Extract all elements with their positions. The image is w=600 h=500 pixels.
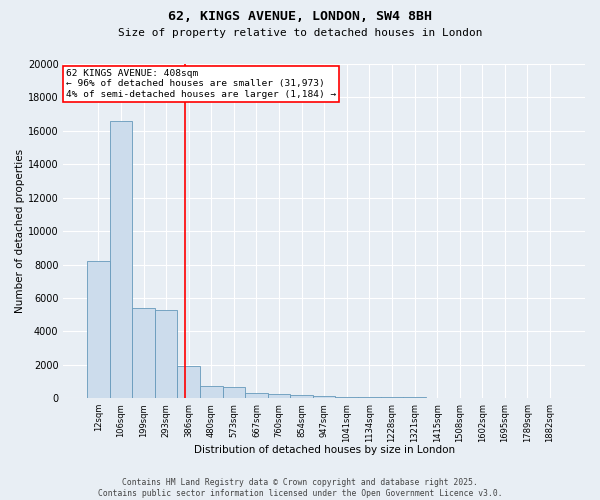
X-axis label: Distribution of detached houses by size in London: Distribution of detached houses by size … [194, 445, 455, 455]
Bar [155, 310, 178, 398]
Bar [268, 394, 290, 398]
Bar [200, 386, 223, 398]
Bar [178, 366, 200, 398]
Text: 62 KINGS AVENUE: 408sqm
← 96% of detached houses are smaller (31,973)
4% of semi: 62 KINGS AVENUE: 408sqm ← 96% of detache… [66, 69, 336, 99]
Bar [132, 308, 155, 398]
Bar [245, 393, 268, 398]
Text: 62, KINGS AVENUE, LONDON, SW4 8BH: 62, KINGS AVENUE, LONDON, SW4 8BH [168, 10, 432, 23]
Text: Size of property relative to detached houses in London: Size of property relative to detached ho… [118, 28, 482, 38]
Bar [290, 394, 313, 398]
Bar [335, 396, 358, 398]
Bar [358, 397, 380, 398]
Y-axis label: Number of detached properties: Number of detached properties [15, 149, 25, 313]
Bar [223, 388, 245, 398]
Bar [110, 121, 132, 398]
Bar [87, 261, 110, 398]
Text: Contains HM Land Registry data © Crown copyright and database right 2025.
Contai: Contains HM Land Registry data © Crown c… [98, 478, 502, 498]
Bar [313, 396, 335, 398]
